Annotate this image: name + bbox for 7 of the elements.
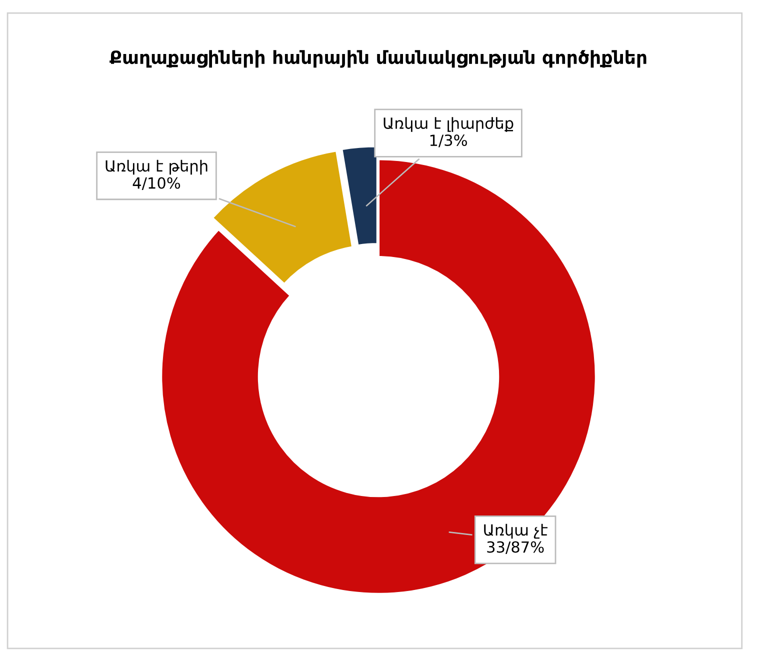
chart-title: Քաղաքացիների հանրային մասնակցության գործիքներ	[110, 50, 646, 68]
data-label: 33/87%	[487, 541, 544, 554]
slice-label: Առկա է թերի	[106, 160, 208, 175]
slice-label: Առկա է լիարժեք	[384, 117, 514, 132]
slice-label: Առկա չէ	[484, 524, 548, 539]
data-label: 1/3%	[430, 134, 467, 148]
data-label: 4/10%	[132, 177, 180, 190]
